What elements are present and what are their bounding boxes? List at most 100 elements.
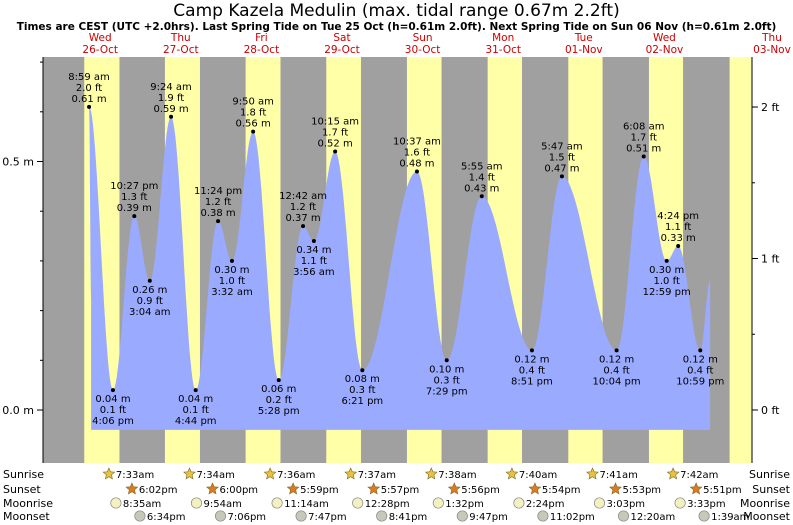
tide-point [333, 149, 338, 154]
tide-height-ft: 0.4 ft [519, 365, 545, 376]
tide-time: 10:15 am [311, 117, 359, 128]
sunrise-icon [505, 467, 519, 480]
tide-time: 5:47 am [541, 141, 583, 152]
day-date: 27-Oct [163, 44, 199, 56]
tide-point [676, 243, 681, 248]
sunrise-icon [102, 467, 116, 480]
moonrise-time: 12:28pm [365, 499, 410, 510]
day-name: Mon [492, 32, 514, 44]
tide-height-m: 0.61 m [71, 94, 106, 105]
moonset-time: 6:34pm [147, 512, 186, 523]
moonset-time: 7:47pm [308, 512, 347, 523]
tide-time: 6:08 am [623, 122, 665, 133]
tide-time: 11:24 pm [194, 186, 242, 197]
tide-point [87, 104, 92, 109]
sunset-icon [447, 482, 461, 495]
moonset-icon [537, 510, 549, 522]
moonset-icon [295, 510, 307, 522]
tide-height-ft: 0.3 ft [434, 375, 460, 386]
day-date: 28-Oct [244, 44, 280, 56]
tide-point [251, 129, 256, 134]
tide-height-ft: 1.1 ft [301, 256, 327, 267]
row-label-sunrise: Sunrise [3, 468, 44, 481]
tide-time: 3:04 am [129, 307, 171, 318]
tide-point [147, 278, 152, 283]
tide-time: 5:55 am [461, 161, 503, 172]
tide-point [169, 114, 174, 119]
tide-labels: 8:59 am2.0 ft0.61 m0.04 m0.1 ft4:06 pm10… [68, 72, 724, 427]
day-date: 29-Oct [324, 44, 360, 56]
sunset-icon [689, 482, 703, 495]
tide-height-m: 0.12 m [683, 354, 718, 365]
moonset-icon [214, 510, 227, 522]
day-name: Fri [255, 32, 268, 44]
tide-height-ft: 1.2 ft [205, 197, 231, 208]
tide-point [301, 224, 306, 229]
tide-height-m: 0.43 m [464, 183, 499, 194]
tide-time: 8:51 pm [511, 376, 553, 387]
tide-area [89, 106, 711, 430]
tide-height-m: 0.08 m [345, 374, 380, 385]
tide-height-ft: 1.8 ft [240, 108, 266, 119]
tide-height-ft: 2.0 ft [76, 83, 102, 94]
chart-subtitle: Times are CEST (UTC +2.0hrs). Last Sprin… [16, 21, 777, 33]
sunset-icon [286, 482, 300, 495]
tide-height-m: 0.59 m [153, 104, 188, 115]
sunset-time: 5:54pm [542, 485, 581, 496]
moonrise-icon [593, 497, 606, 509]
tide-height-m: 0.56 m [236, 119, 271, 130]
tide-point [360, 368, 365, 373]
tide-height-ft: 1.1 ft [665, 222, 691, 233]
moonset-icon [617, 510, 630, 522]
tide-height-ft: 0.9 ft [137, 296, 163, 307]
tide-height-m: 0.39 m [117, 203, 152, 214]
day-name: Thu [761, 32, 782, 44]
moonrise-time: 9:54am [204, 499, 242, 510]
tide-time: 9:50 am [232, 97, 274, 108]
tide-time: 4:24 pm [657, 211, 699, 222]
tide-height-ft: 0.3 ft [349, 385, 375, 396]
sunset-time: 5:51pm [703, 485, 742, 496]
day-name: Wed [653, 32, 676, 44]
moonset-time: 1:39am [711, 512, 749, 523]
sunset-icon [206, 482, 219, 495]
tide-time: 10:59 pm [676, 376, 724, 387]
day-date: 01-Nov [565, 44, 603, 56]
tide-height-m: 0.34 m [296, 245, 331, 256]
tide-height-m: 0.37 m [285, 213, 320, 224]
sunset-icon [125, 482, 139, 495]
tide-point [641, 154, 646, 159]
tide-point [193, 388, 198, 393]
row-label-sunset: Sunset [3, 483, 41, 496]
tide-height-ft: 1.4 ft [469, 172, 495, 183]
tide-point [110, 388, 115, 393]
day-name: Sun [413, 32, 433, 44]
tide-point [311, 239, 316, 244]
moonset-time: 9:47pm [469, 512, 508, 523]
moonset-icon [134, 510, 146, 522]
tide-time: 7:29 pm [426, 386, 468, 397]
moonrise-icon [271, 497, 283, 509]
y-right-tick-label: 2 ft [761, 101, 780, 114]
tide-time: 8:59 am [68, 72, 110, 83]
day-date: 26-Oct [82, 44, 118, 56]
tide-height-m: 0.26 m [132, 285, 167, 296]
moonrise-time: 3:33pm [687, 499, 726, 510]
sunrise-icon [586, 467, 599, 480]
sunset-time: 6:02pm [139, 485, 178, 496]
sunrise-time: 7:36am [277, 470, 315, 481]
left-margin [0, 57, 43, 463]
tide-height-m: 0.04 m [95, 394, 130, 405]
tide-time: 12:59 pm [643, 287, 691, 298]
tide-height-ft: 0.4 ft [687, 365, 713, 376]
sunset-icon [528, 482, 542, 495]
tide-point [698, 348, 703, 353]
sunrise-icon [183, 467, 196, 480]
y-right-tick-label: 1 ft [761, 253, 780, 266]
moonrise-time: 8:35am [123, 499, 161, 510]
day-name: Wed [89, 32, 112, 44]
chart-title: Camp Kazela Medulin (max. tidal range 0.… [173, 1, 620, 21]
moonrise-icon [432, 497, 444, 509]
